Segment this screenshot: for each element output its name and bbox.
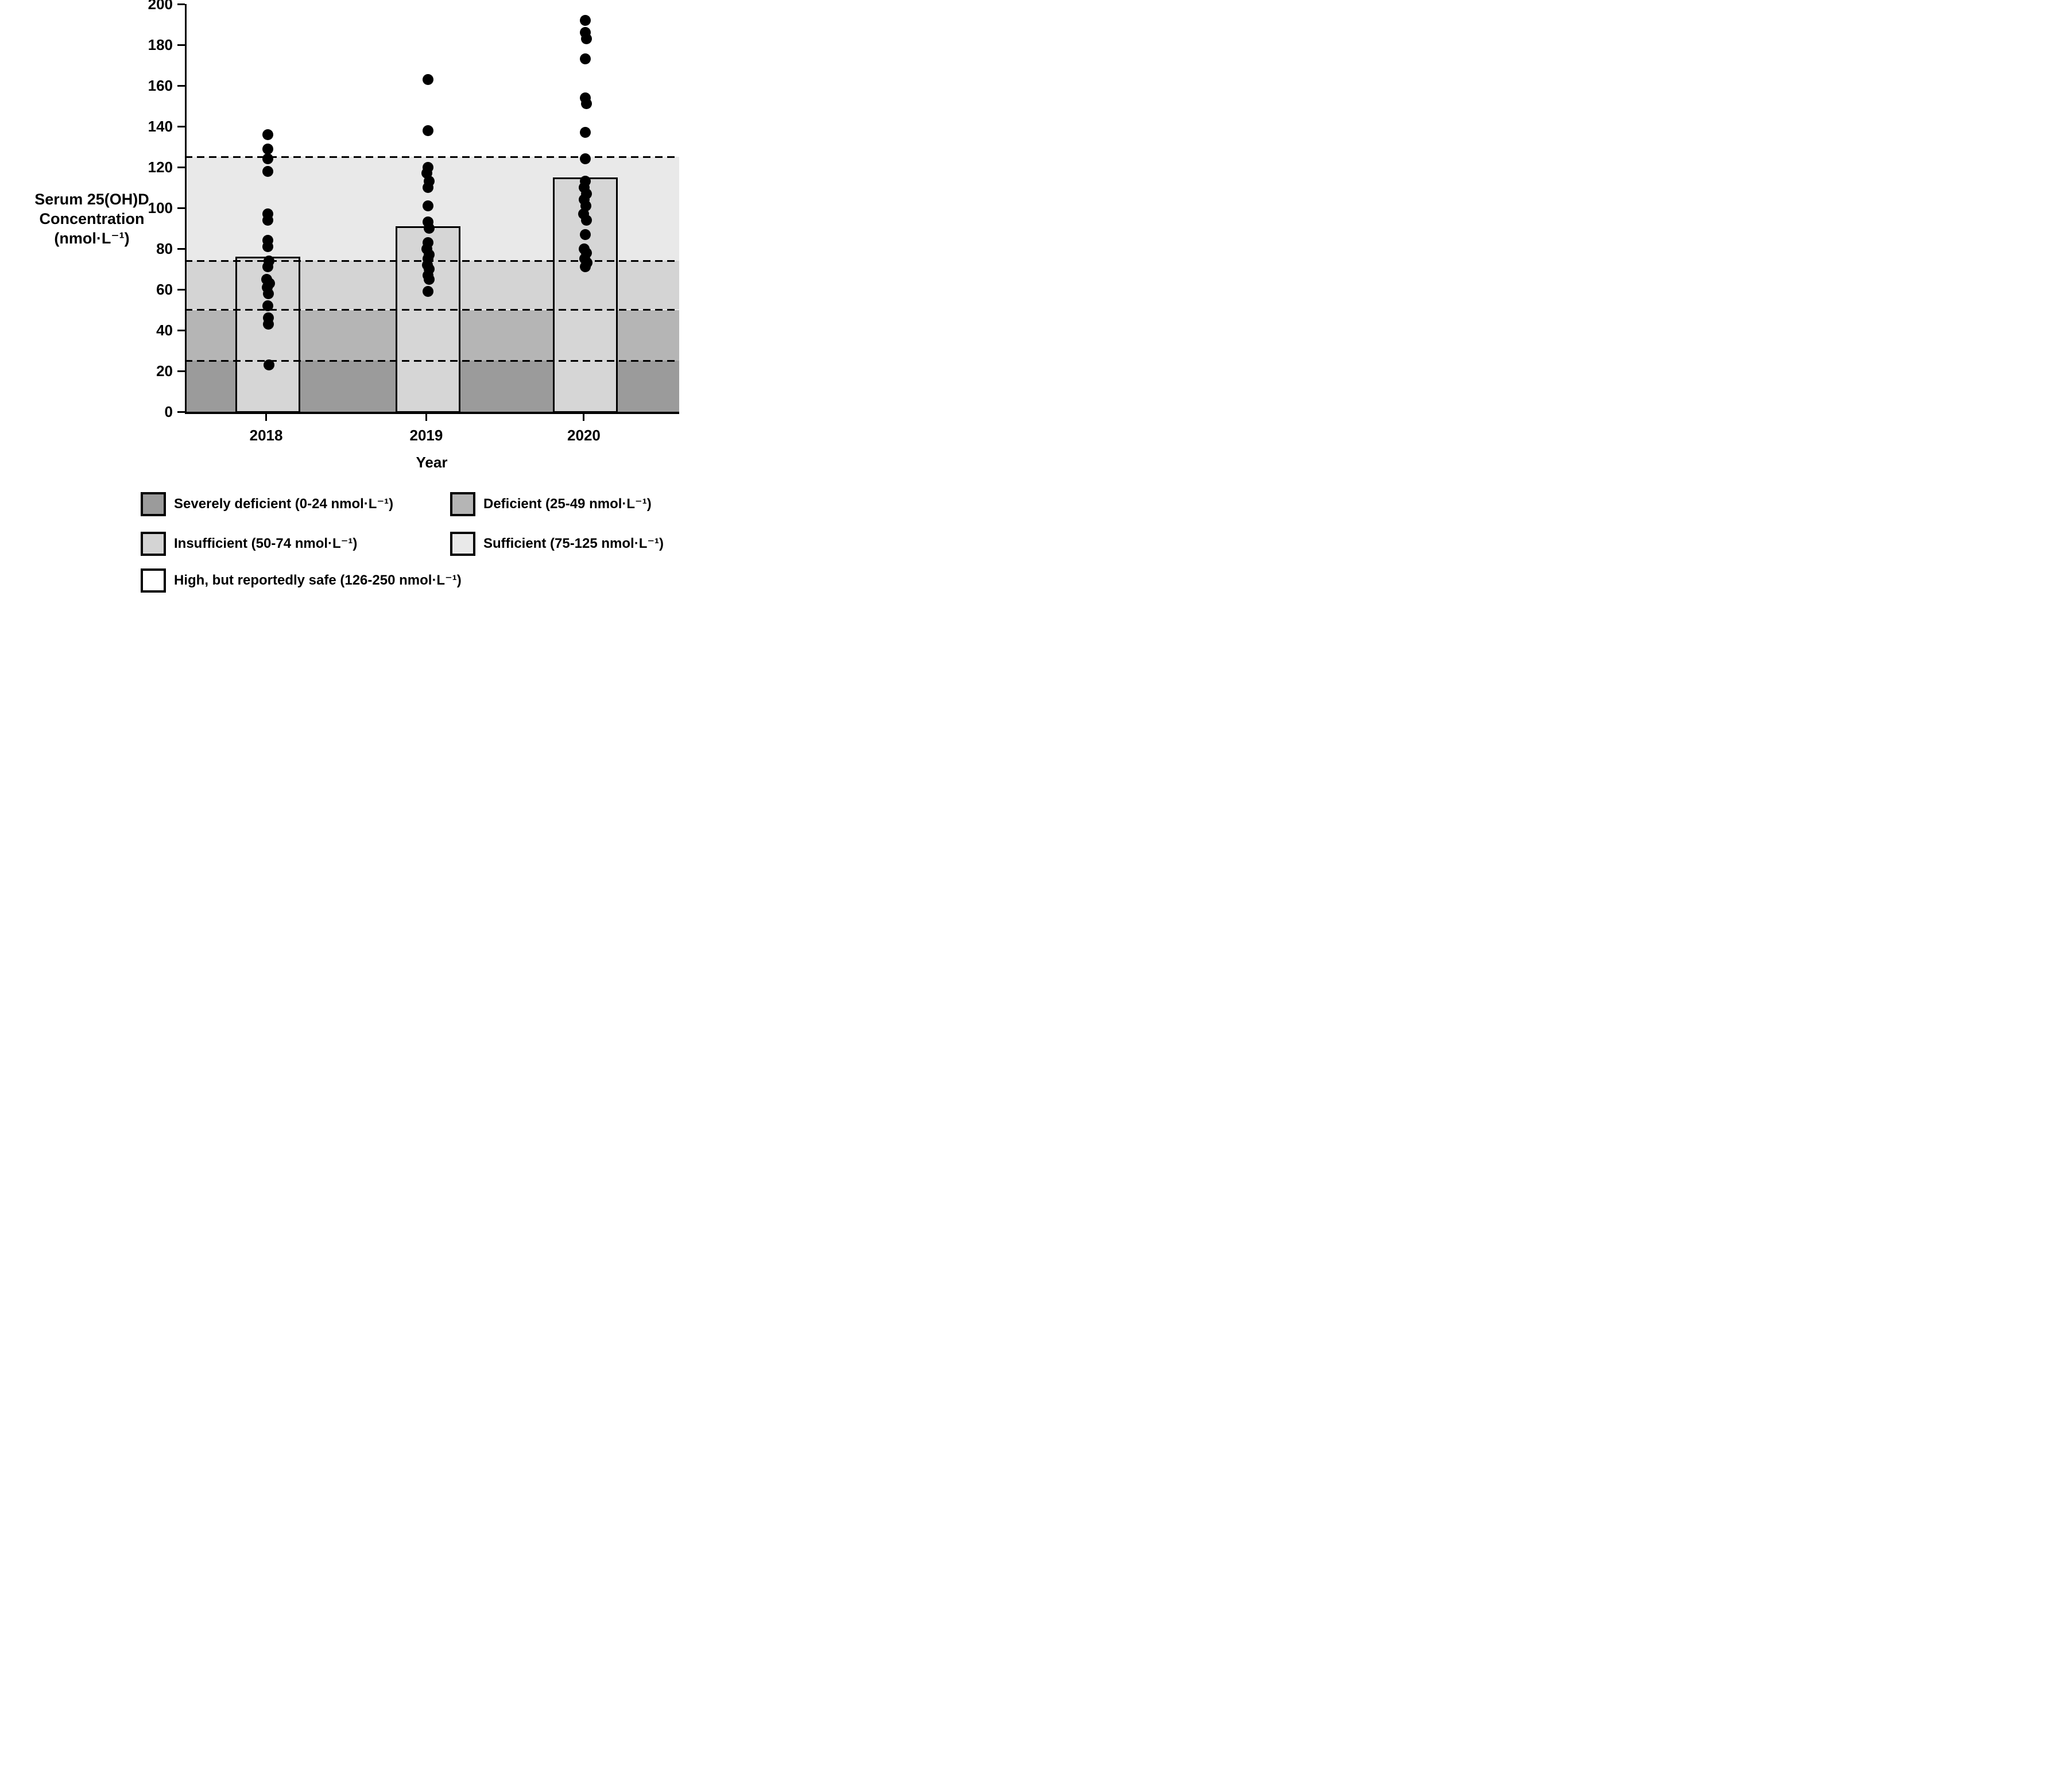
legend-label-0: Severely deficient (0-24 nmol·L⁻¹): [174, 496, 394, 512]
data-point: [580, 153, 591, 165]
x-tick-2018: [265, 414, 268, 421]
data-point: [264, 359, 275, 370]
data-point: [423, 273, 435, 285]
data-point: [262, 165, 274, 177]
y-tick-label-200: 200: [148, 0, 173, 13]
y-tick-0: [177, 411, 185, 413]
y-tick-label-80: 80: [156, 240, 173, 257]
x-tick-2020: [583, 414, 585, 421]
y-tick-label-100: 100: [148, 199, 173, 216]
data-point: [422, 286, 433, 297]
data-point: [262, 300, 274, 311]
data-point: [262, 153, 274, 165]
y-tick-label-120: 120: [148, 158, 173, 176]
legend-swatch-4: [141, 568, 166, 593]
threshold-line-25: [185, 359, 679, 362]
data-point: [580, 127, 591, 138]
data-point: [422, 74, 433, 85]
data-point: [581, 98, 592, 110]
x-tick-label-2019: 2019: [409, 427, 443, 444]
data-point: [422, 200, 433, 211]
y-axis-title: Serum 25(OH)D Concentration (nmol·L⁻¹): [11, 189, 172, 248]
data-point: [423, 223, 435, 234]
legend-swatch-1: [450, 492, 475, 516]
y-tick-100: [177, 207, 185, 209]
plot-area: [185, 4, 679, 414]
legend-swatch-2: [141, 532, 166, 556]
data-point: [263, 318, 274, 330]
data-point: [580, 14, 591, 26]
y-tick-120: [177, 166, 185, 168]
legend-label-2: Insufficient (50-74 nmol·L⁻¹): [174, 536, 358, 551]
x-tick-label-2020: 2020: [567, 427, 601, 444]
data-point: [262, 261, 274, 273]
y-tick-label-180: 180: [148, 36, 173, 53]
threshold-line-125: [185, 156, 679, 158]
x-tick-2019: [425, 414, 427, 421]
y-tick-60: [177, 288, 185, 291]
y-tick-label-40: 40: [156, 322, 173, 339]
y-tick-80: [177, 247, 185, 250]
data-point: [580, 229, 591, 240]
legend-label-1: Deficient (25-49 nmol·L⁻¹): [483, 496, 652, 512]
legend-swatch-0: [141, 492, 166, 516]
data-point: [422, 125, 433, 136]
x-tick-label-2018: 2018: [249, 427, 283, 444]
legend-label-4: High, but reportedly safe (126-250 nmol·…: [174, 573, 462, 588]
y-tick-40: [177, 329, 185, 331]
y-axis-title-line-3: (nmol·L⁻¹): [54, 230, 130, 247]
y-axis-title-line-1: Serum 25(OH)D: [34, 191, 149, 208]
y-tick-label-0: 0: [164, 403, 173, 420]
y-tick-label-140: 140: [148, 118, 173, 135]
data-point: [581, 33, 592, 44]
threshold-line-50: [185, 309, 679, 311]
y-tick-label-60: 60: [156, 281, 173, 298]
y-tick-label-20: 20: [156, 362, 173, 380]
x-axis-title: Year: [416, 454, 448, 471]
data-point: [263, 288, 274, 299]
data-point: [580, 53, 591, 65]
data-point: [262, 143, 274, 154]
data-point: [262, 241, 274, 252]
y-tick-200: [177, 3, 185, 5]
data-point: [262, 129, 274, 140]
y-tick-160: [177, 84, 185, 87]
legend-label-3: Sufficient (75-125 nmol·L⁻¹): [483, 536, 664, 551]
y-axis-title-line-2: Concentration: [39, 210, 145, 227]
data-point: [422, 182, 433, 193]
data-point: [262, 214, 274, 226]
data-point: [581, 214, 592, 226]
figure: Serum 25(OH)D Concentration (nmol·L⁻¹) Y…: [0, 0, 691, 595]
y-tick-label-160: 160: [148, 77, 173, 94]
legend-swatch-3: [450, 532, 475, 556]
y-tick-20: [177, 370, 185, 372]
y-tick-140: [177, 125, 185, 127]
data-point: [580, 261, 591, 273]
y-tick-180: [177, 44, 185, 46]
